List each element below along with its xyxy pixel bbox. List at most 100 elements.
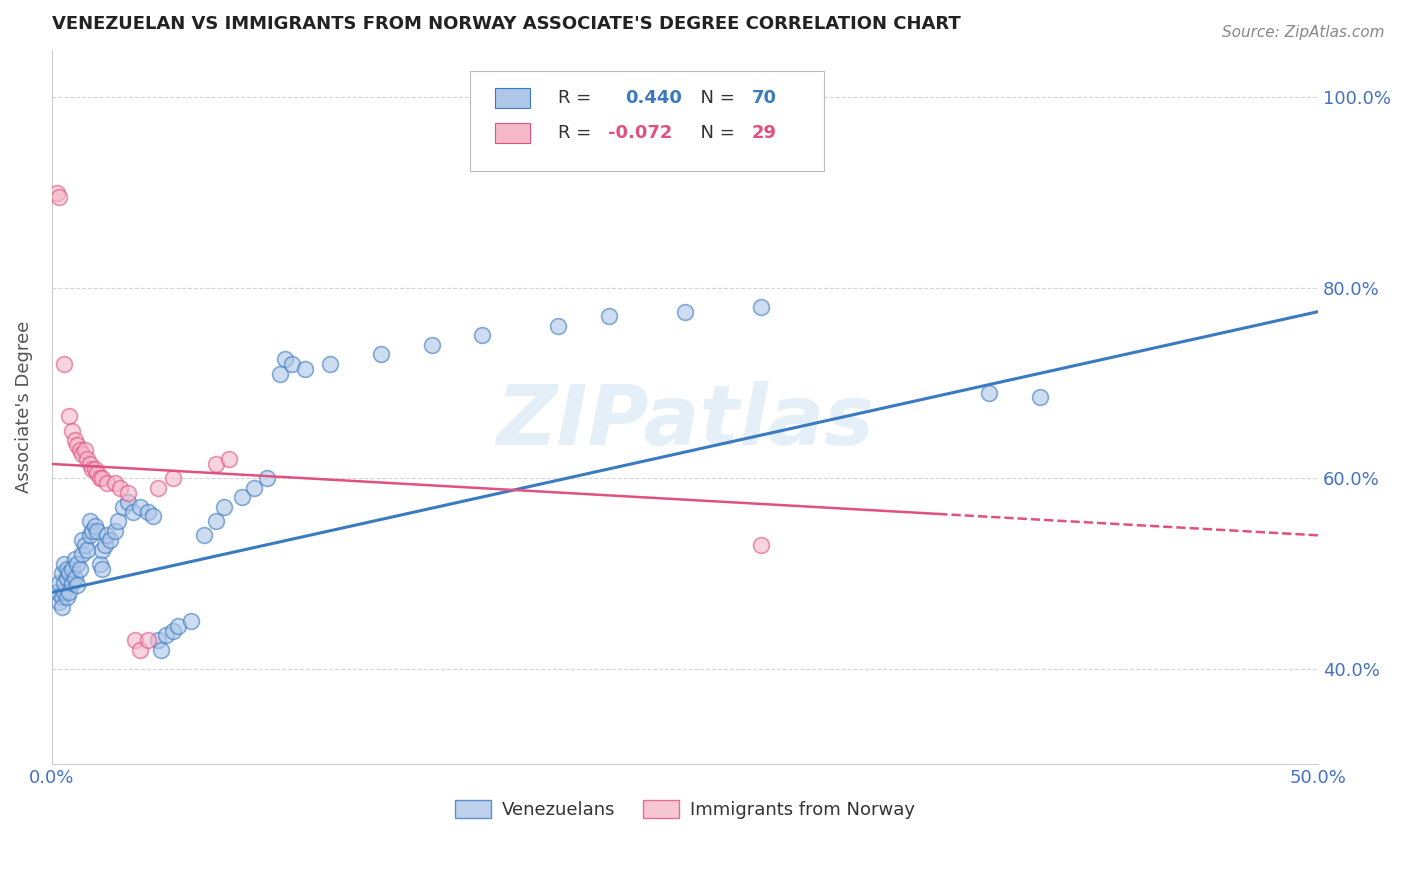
Point (48, 595, 70, 609)
Point (86, 524, 108, 538)
Point (231, 490, 253, 504)
Point (79, 457, 101, 471)
FancyBboxPatch shape (495, 88, 530, 109)
Point (749, 300, 772, 314)
Point (48, 190, 70, 204)
Point (60, 424, 83, 438)
Point (56, 571, 79, 585)
Point (205, 457, 228, 471)
Point (136, 504, 159, 518)
Point (60, 576, 83, 591)
Point (48, 576, 70, 591)
FancyBboxPatch shape (495, 123, 530, 144)
Point (66, 578, 89, 592)
Point (218, 452, 240, 467)
Point (58, 566, 80, 581)
Point (60, 562, 83, 576)
Point (69, 442, 91, 457)
Point (673, 304, 696, 318)
Point (98, 533, 121, 548)
Point (82, 524, 104, 538)
Point (269, 367, 291, 381)
Point (96, 475, 118, 490)
Point (598, 310, 620, 324)
Text: R =: R = (558, 89, 603, 107)
Point (547, 318, 569, 333)
Point (142, 509, 165, 524)
Point (82, 461, 104, 475)
Point (53, 576, 76, 591)
Point (111, 500, 134, 514)
Point (129, 642, 152, 657)
Point (180, 614, 202, 628)
Point (212, 500, 235, 514)
Point (167, 619, 190, 633)
Point (83, 461, 105, 475)
Point (53, 357, 76, 371)
Point (53, 557, 76, 571)
Text: 29: 29 (752, 124, 778, 143)
Legend: Venezuelans, Immigrants from Norway: Venezuelans, Immigrants from Norway (449, 792, 922, 826)
Point (107, 514, 129, 528)
Point (51, 591, 73, 605)
Point (146, 633, 169, 648)
Point (146, 481, 169, 495)
Point (70, 548, 93, 562)
Point (76, 542, 98, 557)
Point (70, 533, 93, 548)
Point (274, 352, 297, 367)
Point (66, 557, 89, 571)
Point (58, 409, 80, 424)
Point (51, 599, 73, 614)
Text: N =: N = (689, 89, 740, 107)
Point (63, 571, 86, 585)
Point (193, 528, 215, 542)
Point (58, 585, 80, 599)
Point (749, 538, 772, 552)
Point (108, 481, 131, 495)
Point (162, 624, 184, 638)
Y-axis label: Associate's Degree: Associate's Degree (15, 321, 32, 493)
Point (96, 528, 118, 542)
Text: 0.440: 0.440 (626, 89, 682, 107)
Point (56, 591, 79, 605)
Point (162, 471, 184, 485)
Point (136, 633, 159, 648)
Point (63, 433, 86, 447)
Point (104, 475, 127, 490)
Point (129, 500, 152, 514)
Text: R =: R = (558, 124, 598, 143)
Point (294, 361, 316, 376)
Point (66, 438, 89, 452)
Point (1028, 390, 1050, 404)
Point (45, 186, 67, 200)
Point (281, 357, 304, 371)
Point (83, 518, 105, 533)
Text: -0.072: -0.072 (607, 124, 672, 143)
Text: N =: N = (689, 124, 740, 143)
Point (471, 328, 494, 343)
Point (977, 385, 1000, 400)
Point (91, 562, 114, 576)
Point (91, 471, 114, 485)
Point (76, 452, 98, 467)
Point (155, 628, 177, 642)
Point (53, 585, 76, 599)
Point (104, 524, 127, 538)
Point (256, 471, 278, 485)
Point (370, 347, 392, 361)
Point (56, 562, 79, 576)
Point (73, 442, 96, 457)
Text: Source: ZipAtlas.com: Source: ZipAtlas.com (1222, 25, 1385, 40)
Point (243, 481, 266, 495)
Point (70, 447, 93, 461)
Point (94, 538, 117, 552)
Point (73, 538, 96, 552)
Point (91, 542, 114, 557)
Point (149, 642, 172, 657)
Point (117, 485, 139, 500)
Point (79, 528, 101, 542)
Point (79, 514, 101, 528)
Text: ZIPatlas: ZIPatlas (496, 381, 875, 461)
Point (121, 504, 143, 518)
